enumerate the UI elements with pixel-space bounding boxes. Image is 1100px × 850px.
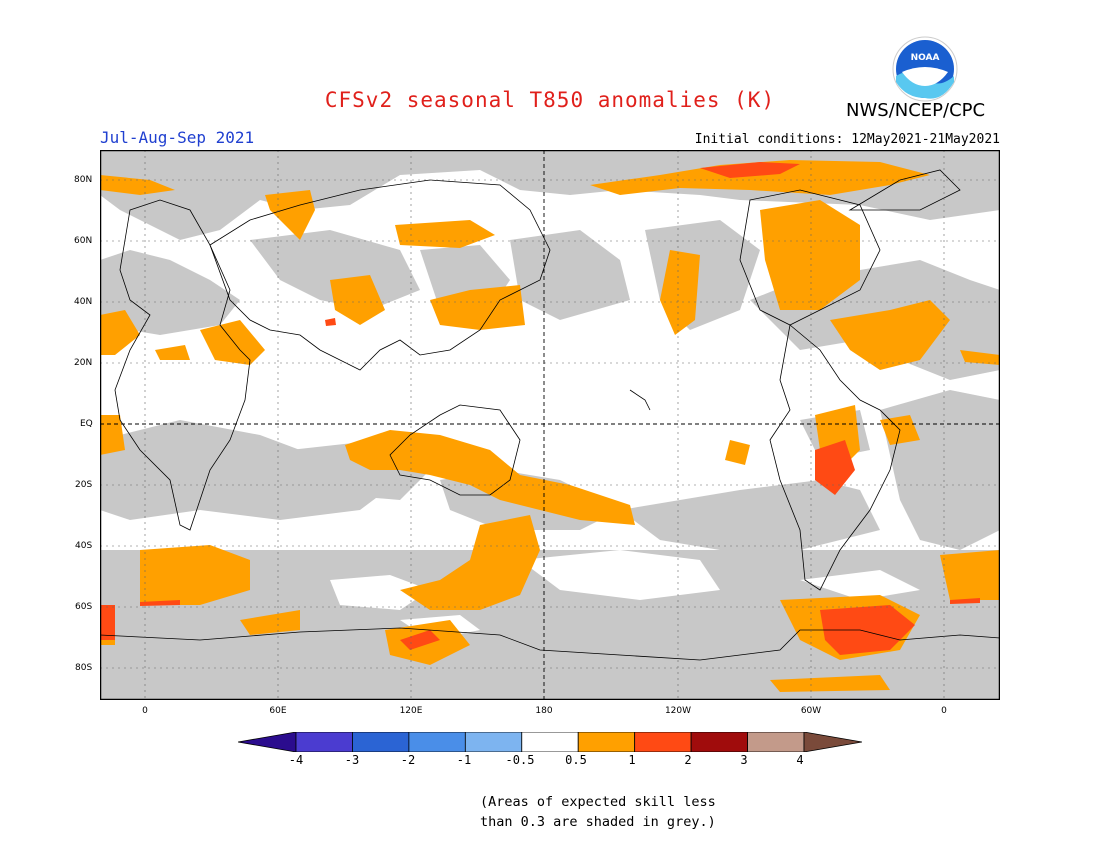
initial-conditions-label: Initial conditions: 12May2021-21May2021 bbox=[694, 132, 1000, 147]
lat-label-20n: 20N bbox=[74, 358, 93, 368]
lat-label-80s: 80S bbox=[75, 663, 93, 673]
colorbar-label: 2 bbox=[684, 753, 692, 767]
agency-label: NWS/NCEP/CPC bbox=[846, 100, 986, 121]
lat-label-60n: 60N bbox=[74, 236, 93, 246]
graticule bbox=[100, 150, 1000, 700]
lon-label-120w: 120W bbox=[664, 706, 692, 716]
colorbar-swatch bbox=[747, 732, 805, 752]
colorbar-label: 4 bbox=[796, 753, 804, 767]
noaa-logo: NOAA bbox=[892, 36, 958, 102]
skill-note: (Areas of expected skill less than 0.3 a… bbox=[480, 792, 716, 832]
anomaly-map bbox=[100, 150, 1000, 700]
season-label: Jul-Aug-Sep 2021 bbox=[100, 128, 255, 147]
lat-label-40s: 40S bbox=[75, 541, 93, 551]
map-title: CFSv2 seasonal T850 anomalies (K) bbox=[324, 88, 776, 112]
colorbar-swatch bbox=[634, 732, 692, 752]
lon-label-0-east: 0 bbox=[941, 706, 947, 716]
skill-note-line-2: than 0.3 are shaded in grey.) bbox=[480, 814, 716, 830]
colorbar-swatch bbox=[352, 732, 410, 752]
colorbar bbox=[238, 732, 862, 752]
lat-label-40n: 40N bbox=[74, 297, 93, 307]
colorbar-label: 3 bbox=[740, 753, 748, 767]
colorbar-swatch bbox=[238, 732, 297, 752]
lat-label-60s: 60S bbox=[75, 602, 93, 612]
skill-note-line-1: (Areas of expected skill less bbox=[480, 794, 716, 810]
lon-label-180: 180 bbox=[535, 706, 553, 716]
coastlines bbox=[100, 169, 1000, 661]
colorbar-label: -1 bbox=[456, 753, 472, 767]
lon-label-60w: 60W bbox=[800, 706, 822, 716]
colorbar-label: -2 bbox=[400, 753, 416, 767]
colorbar-label: -0.5 bbox=[505, 753, 535, 767]
warm-anomaly-areas bbox=[100, 160, 1000, 692]
equator-dateline bbox=[100, 150, 1000, 700]
lon-label-60e: 60E bbox=[269, 706, 287, 716]
colorbar-swatch bbox=[295, 732, 353, 752]
lat-label-20s: 20S bbox=[75, 480, 93, 490]
colorbar-label: -4 bbox=[288, 753, 304, 767]
colorbar-swatch bbox=[408, 732, 466, 752]
colorbar-swatch bbox=[690, 732, 748, 752]
colorbar-swatch bbox=[803, 732, 862, 752]
colorbar-swatch bbox=[464, 732, 523, 752]
lat-label-eq: EQ bbox=[80, 419, 93, 429]
lon-label-120e: 120E bbox=[399, 706, 423, 716]
colorbar-label: 1 bbox=[628, 753, 636, 767]
colorbar-label: -3 bbox=[344, 753, 360, 767]
colorbar-swatch bbox=[577, 732, 636, 752]
svg-text:NOAA: NOAA bbox=[911, 53, 940, 63]
strong-warm-anomaly-areas bbox=[100, 162, 980, 655]
colorbar-swatch bbox=[521, 732, 579, 752]
lon-label-0: 0 bbox=[142, 706, 148, 716]
colorbar-label: 0.5 bbox=[565, 753, 587, 767]
lat-label-80n: 80N bbox=[74, 175, 93, 185]
